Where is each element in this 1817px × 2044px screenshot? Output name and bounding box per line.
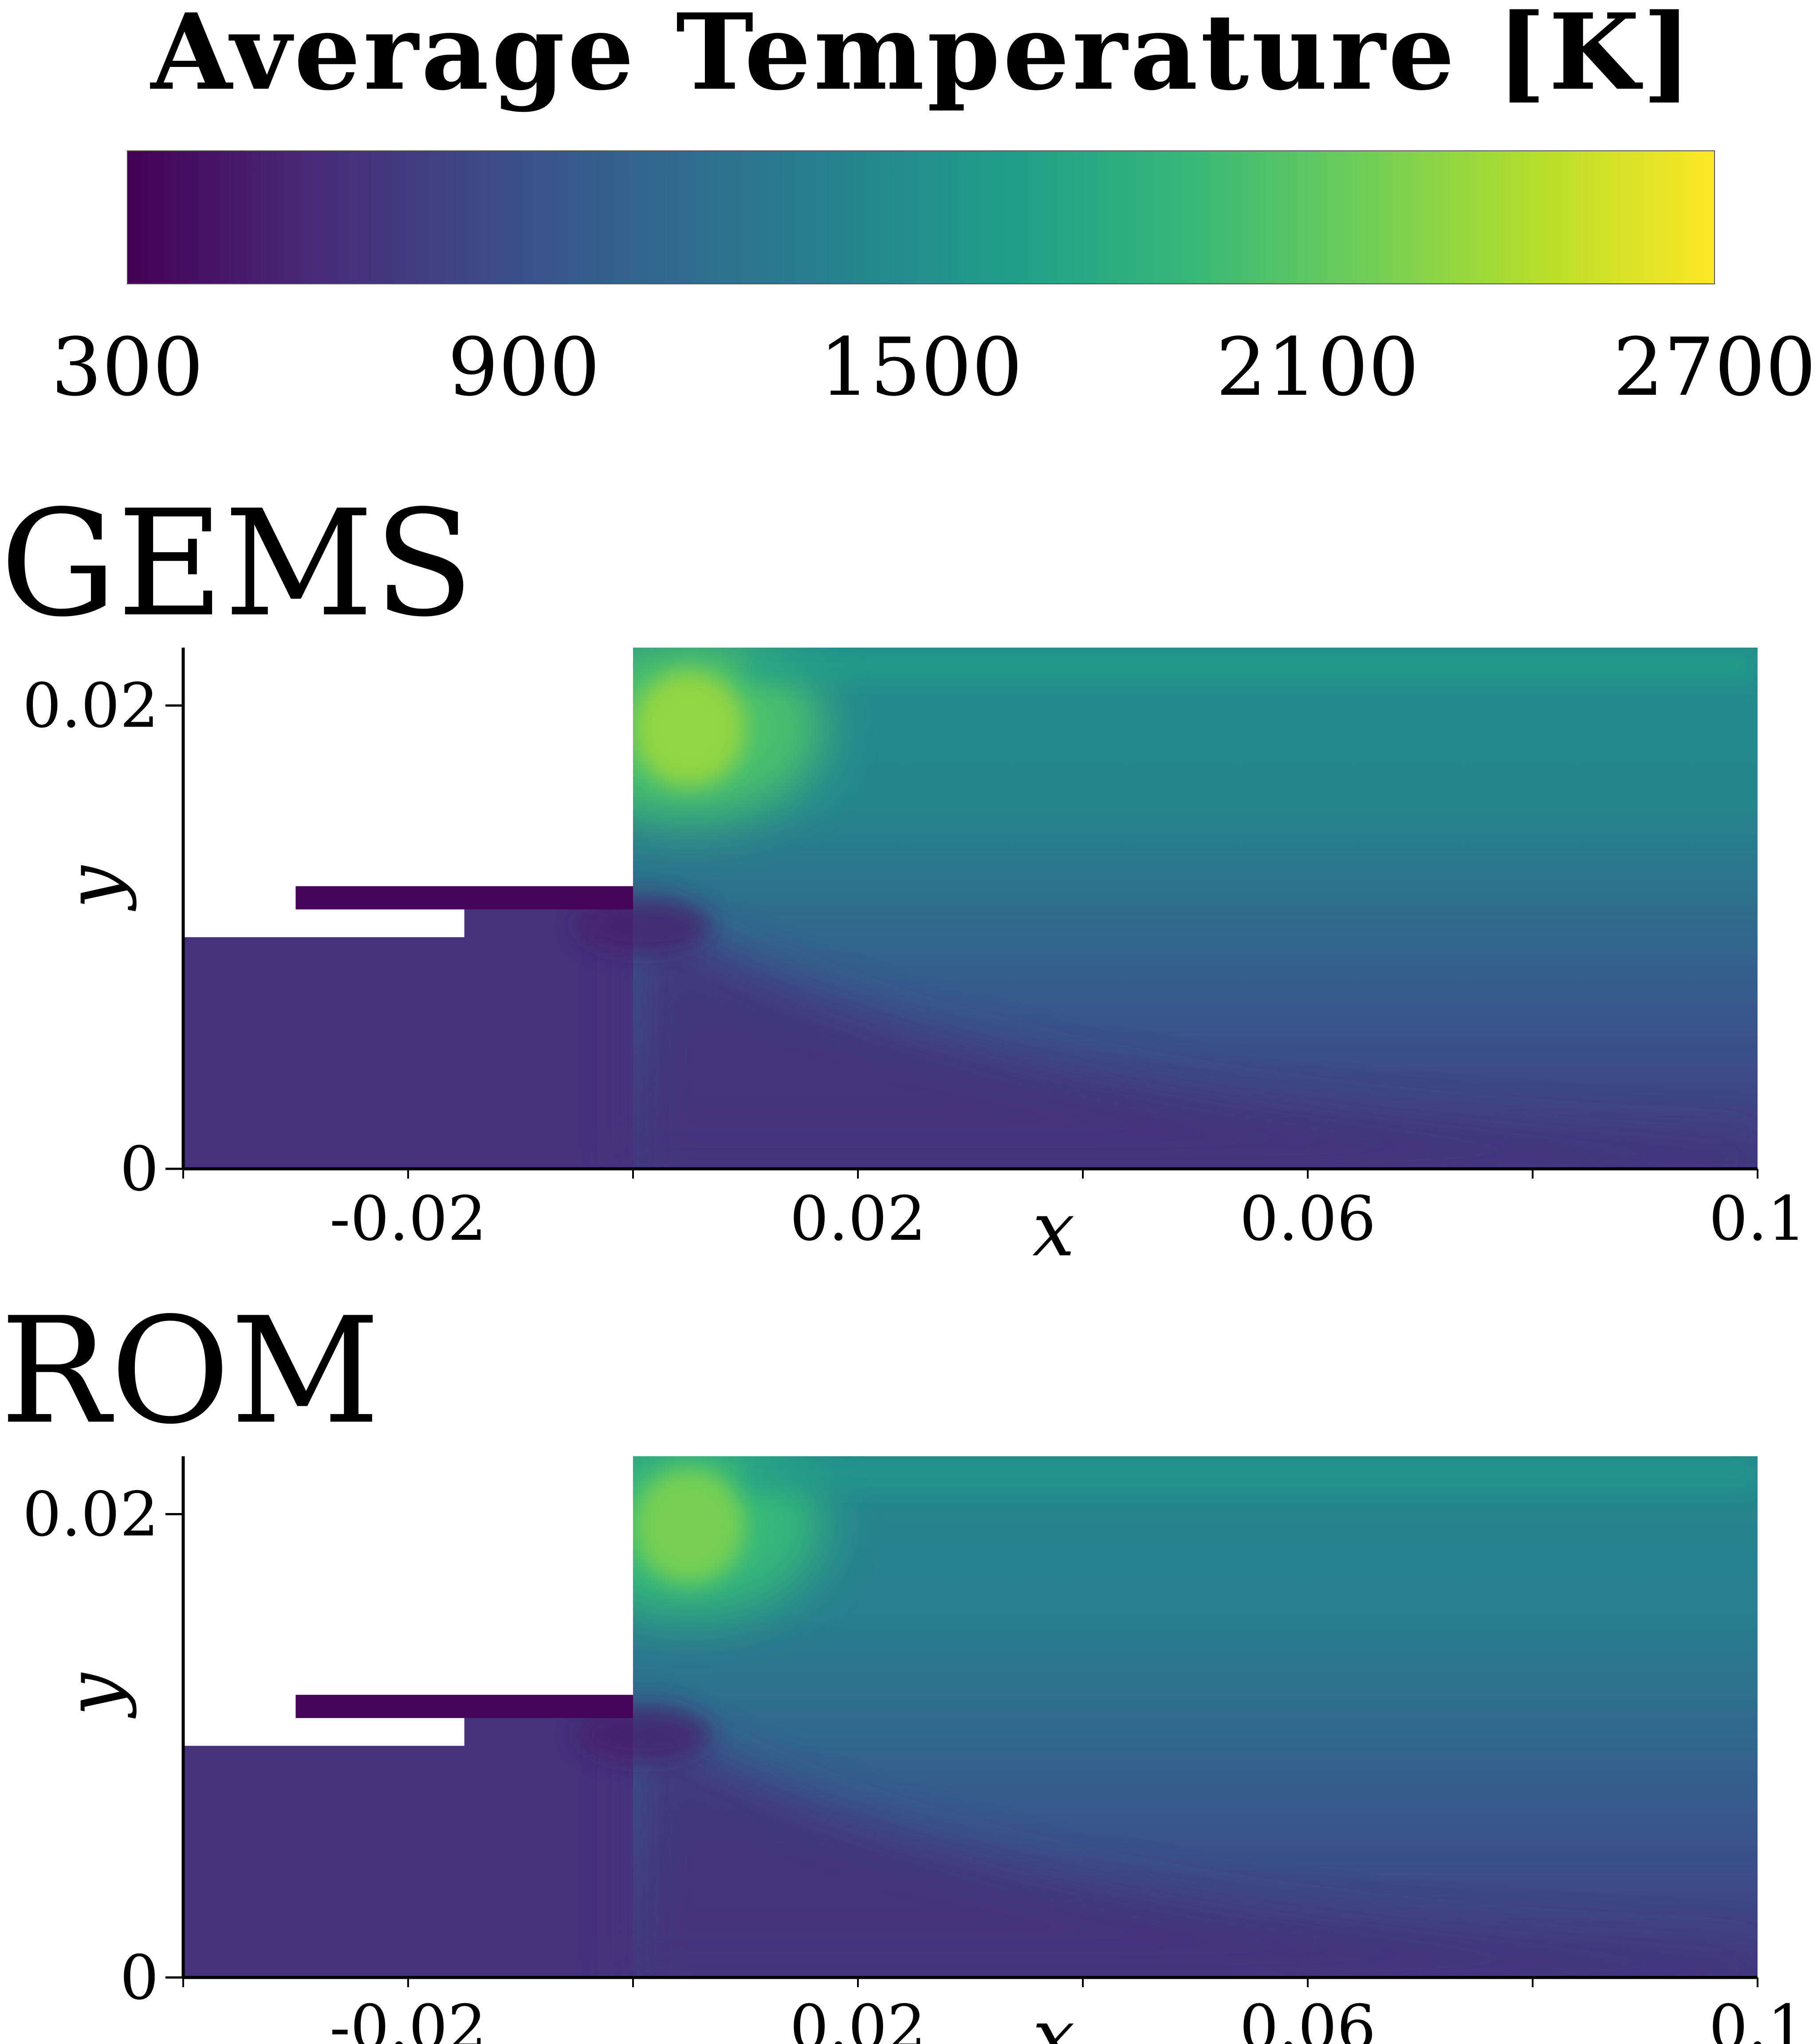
panel-title-rom: ROM xyxy=(0,1286,380,1456)
colorbar-gradient xyxy=(127,150,1715,284)
colorbar-tick-3: 2100 xyxy=(1216,321,1419,414)
temperature-field-layer xyxy=(183,648,1758,1169)
rom-xlabel: x xyxy=(1032,1993,1075,2044)
panel-title-gems: GEMS xyxy=(0,479,474,649)
hot-spot xyxy=(633,671,746,787)
gems-ylabel: y xyxy=(50,865,138,912)
y-tick-label: 0 xyxy=(120,1942,159,2013)
gems-xlabel: x xyxy=(1032,1186,1075,1274)
cool-core xyxy=(633,902,1758,1169)
y-tick-label: 0 xyxy=(120,1133,159,1205)
cool-core xyxy=(633,1711,1758,1977)
gems-panel: GEMS -0.02 0.02 0.06 0.1 0 0.02 x y xyxy=(0,479,1806,1274)
rom-panel: ROM -0.02 0.02 0.06 0.1 0 0.02 x y xyxy=(0,1286,1806,2044)
top-wall-band xyxy=(745,648,1758,683)
rom-ylabel: y xyxy=(50,1672,138,1719)
y-tick-label: 0.02 xyxy=(23,670,159,742)
x-tick-label: 0.02 xyxy=(790,1992,926,2044)
oxidizer-stream xyxy=(295,886,633,910)
colorbar-tick-0: 300 xyxy=(51,321,204,414)
top-wall-band xyxy=(745,1456,1758,1491)
x-tick-label: 0.06 xyxy=(1239,1992,1376,2044)
x-tick-label: 0.06 xyxy=(1239,1183,1376,1254)
x-tick-label: 0.1 xyxy=(1709,1992,1806,2044)
colorbar-tick-1: 900 xyxy=(448,321,600,414)
post-wake xyxy=(577,898,712,954)
colorbar-tick-2: 1500 xyxy=(819,321,1023,414)
colorbar: Average Temperature [K] 300 900 1500 210… xyxy=(51,0,1816,414)
gems-axes: -0.02 0.02 0.06 0.1 0 0.02 xyxy=(23,648,1806,1254)
x-tick-label: 0.02 xyxy=(790,1183,926,1254)
y-tick-label: 0.02 xyxy=(23,1479,159,1550)
x-tick-label: 0.1 xyxy=(1709,1183,1806,1254)
oxidizer-stream xyxy=(295,1694,633,1718)
rom-temperature-field xyxy=(183,1456,1758,1977)
x-tick-label: -0.02 xyxy=(330,1183,487,1254)
hot-spot xyxy=(633,1468,746,1584)
colorbar-title: Average Temperature [K] xyxy=(150,0,1695,114)
post-wake xyxy=(577,1706,712,1762)
colorbar-tick-4: 2700 xyxy=(1613,321,1816,414)
gems-temperature-field xyxy=(183,648,1758,1169)
rom-axes: -0.02 0.02 0.06 0.1 0 0.02 xyxy=(23,1456,1806,2044)
x-tick-label: -0.02 xyxy=(330,1992,487,2044)
